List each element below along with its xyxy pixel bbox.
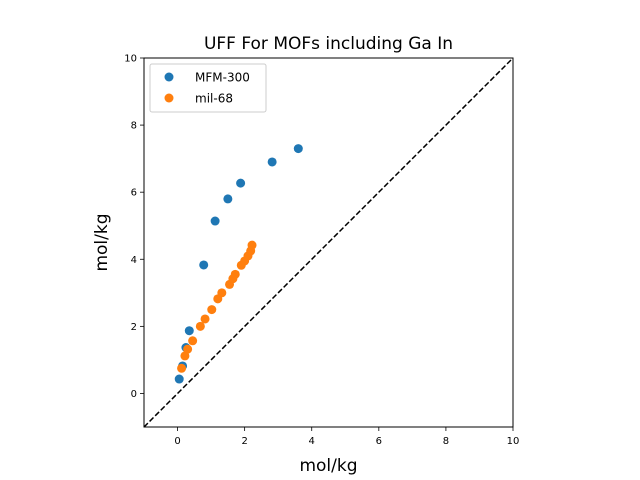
y-tick-label: 10 <box>124 54 137 65</box>
legend-label: mil-68 <box>195 92 233 106</box>
y-tick-label: 4 <box>131 255 137 266</box>
axes-frame <box>143 57 514 428</box>
y-tick-label: 0 <box>131 389 137 400</box>
y-tick-label: 2 <box>131 322 137 333</box>
data-point <box>207 305 217 315</box>
x-axis-ticks: 0 2 4 6 8 10 <box>174 427 519 447</box>
chart-title: UFF For MOFs including Ga In <box>204 34 453 54</box>
data-point <box>200 314 210 324</box>
y-axis-ticks: 0 2 4 6 8 10 <box>124 54 144 400</box>
data-point <box>188 336 198 346</box>
y-tick-label: 8 <box>131 121 137 132</box>
reference-line-group <box>143 57 514 428</box>
x-tick-label: 0 <box>174 436 180 447</box>
y-axis-label: mol/kg <box>92 213 112 271</box>
plot-area <box>143 57 514 428</box>
data-point <box>223 194 233 204</box>
x-tick-label: 2 <box>241 436 247 447</box>
data-point <box>236 178 246 188</box>
y-tick-label: 6 <box>131 188 137 199</box>
x-tick-label: 8 <box>443 436 449 447</box>
x-axis-label: mol/kg <box>299 456 357 476</box>
reference-line <box>143 57 514 428</box>
data-point <box>184 326 194 336</box>
legend: MFM-300 mil-68 <box>149 63 267 113</box>
x-tick-label: 6 <box>376 436 382 447</box>
data-point <box>247 240 257 250</box>
data-point <box>195 321 205 331</box>
data-point <box>230 269 240 279</box>
legend-marker <box>164 72 174 82</box>
x-tick-label: 10 <box>507 436 520 447</box>
data-point <box>217 288 227 298</box>
data-point <box>267 157 277 167</box>
points-group <box>174 144 303 384</box>
data-point <box>183 344 193 354</box>
series-mil-68 <box>177 240 257 373</box>
data-point <box>199 260 209 270</box>
x-tick-label: 4 <box>309 436 315 447</box>
data-point <box>174 374 184 384</box>
data-point <box>177 363 187 373</box>
data-point <box>210 216 220 226</box>
legend-marker <box>164 93 174 103</box>
legend-label: MFM-300 <box>195 71 250 85</box>
data-point <box>293 144 303 154</box>
legend-box <box>149 63 267 113</box>
